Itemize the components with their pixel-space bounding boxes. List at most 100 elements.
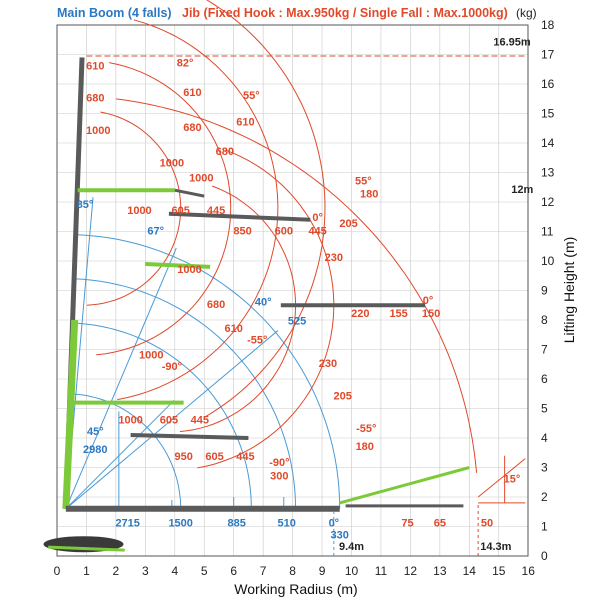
jib-label: 1000 [118, 414, 142, 426]
y-tick-label: 15 [541, 107, 555, 121]
jib-label: 300 [270, 470, 288, 482]
jib-arc [96, 62, 232, 356]
jib-label: 680 [183, 122, 201, 134]
main-boom-label: 525 [288, 315, 306, 327]
x-tick-label: 11 [375, 564, 388, 578]
grid [57, 25, 529, 556]
jib-label: 680 [207, 299, 225, 311]
jib-label: 445 [236, 451, 254, 463]
jib-label: 1000 [86, 125, 110, 137]
jib-label: 230 [319, 358, 337, 370]
x-tick-label: 7 [260, 564, 267, 578]
jib-label: 205 [339, 218, 357, 230]
x-tick-label: 5 [201, 564, 208, 578]
x-tick-label: 9 [319, 564, 326, 578]
boom-drawings [43, 57, 470, 553]
jib-label: 610 [86, 60, 104, 72]
main-boom-label: 330 [331, 529, 349, 541]
jib-label: 230 [325, 252, 343, 264]
jib-curves [86, 0, 529, 556]
main-boom-label: 85° [77, 199, 94, 211]
y-tick-label: 6 [541, 372, 548, 386]
y-tick-label: 14 [541, 136, 555, 150]
jib-label: 180 [356, 441, 374, 453]
jib-label: 82° [177, 57, 194, 69]
dimension-label: 16.95m [493, 37, 531, 49]
jib-label: 75 [401, 518, 413, 530]
jib-label: 0° [423, 295, 434, 307]
jib-label: 55° [243, 90, 260, 102]
jib-label: -55° [247, 335, 267, 347]
main-boom-label: 885 [227, 518, 245, 530]
jib-label: 1000 [177, 264, 201, 276]
jib-label: 445 [308, 225, 326, 237]
y-tick-label: 3 [541, 461, 548, 475]
x-tick-label: 10 [345, 564, 359, 578]
x-tick-label: 2 [113, 564, 120, 578]
main-boom-label: 510 [278, 518, 296, 530]
y-tick-label: 11 [541, 225, 554, 239]
main-boom-label: 45° [87, 426, 104, 438]
main-boom-radius-arc [73, 278, 296, 509]
jib-envelope-arc [116, 98, 478, 473]
jib-label: 680 [86, 93, 104, 105]
jib-label: 220 [351, 308, 369, 320]
main-boom-label: 2715 [115, 518, 139, 530]
jib-labels: 610 680 1000 82° 610 680 55° 610 680 1000 1000 1000… [86, 57, 520, 529]
boom-angle-line [65, 330, 279, 510]
main-boom-label: 0° [329, 518, 340, 530]
jib-label: 610 [183, 87, 201, 99]
boom-angle-line [65, 399, 175, 510]
jib-boom [339, 466, 470, 505]
y-tick-label: 18 [541, 18, 555, 32]
jib-arc [197, 149, 335, 469]
jib-label: 605 [172, 205, 190, 217]
jib-label: 445 [207, 205, 225, 217]
jib-label: 605 [205, 451, 223, 463]
x-tick-label: 13 [433, 564, 447, 578]
jib-label: 1000 [160, 158, 184, 170]
jib-label: 950 [174, 451, 192, 463]
jib-label: 180 [360, 189, 378, 201]
dimension-label: 9.4m [339, 541, 364, 553]
jib-label: 1000 [189, 172, 213, 184]
main-boom-label: 67° [147, 225, 164, 237]
dimension-label: 14.3m [480, 541, 511, 553]
jib-label: 150 [422, 308, 440, 320]
dimension-labels: 16.95m 12m 9.4m 14.3m [339, 37, 534, 553]
unit-label: (kg) [516, 6, 537, 20]
jib-label: 155 [389, 308, 407, 320]
jib-label: 445 [191, 414, 209, 426]
y-axis-title: Lifting Height (m) [561, 237, 577, 344]
jib-label: 680 [216, 146, 234, 158]
y-tick-label: 1 [541, 520, 548, 534]
jib-boom [145, 261, 211, 269]
jib-label: -90° [269, 457, 289, 469]
jib-label: 605 [160, 414, 178, 426]
y-tick-label: 9 [541, 284, 548, 298]
jib-label: 205 [333, 391, 351, 403]
jib-arc [204, 0, 326, 418]
y-tick-label: 16 [541, 77, 555, 91]
jib-label: 65 [434, 518, 446, 530]
y-tick-label: 8 [541, 313, 548, 327]
x-tick-label: 12 [404, 564, 418, 578]
main-boom-label: 2980 [83, 444, 107, 456]
y-tick-label: 13 [541, 166, 555, 180]
jib-boom [130, 433, 249, 440]
boom-angle-line [65, 247, 177, 509]
main-boom-base-section [62, 319, 79, 509]
x-axis-ticks: 0 1 2 3 4 5 6 7 8 9 10 11 12 13 14 15 16 [54, 564, 536, 578]
y-tick-label: 17 [541, 48, 555, 62]
jib-header: Jib (Fixed Hook : Max.950kg / Single Fal… [182, 6, 508, 20]
jib-label: 1000 [139, 349, 163, 361]
jib-label: 610 [236, 116, 254, 128]
jib-boom [168, 211, 311, 222]
y-tick-label: 4 [541, 431, 548, 445]
main-boom-curves [65, 197, 341, 510]
jib-label: -90° [162, 361, 182, 373]
main-boom-radius-arc [69, 393, 182, 509]
jib-label: 1000 [127, 205, 151, 217]
